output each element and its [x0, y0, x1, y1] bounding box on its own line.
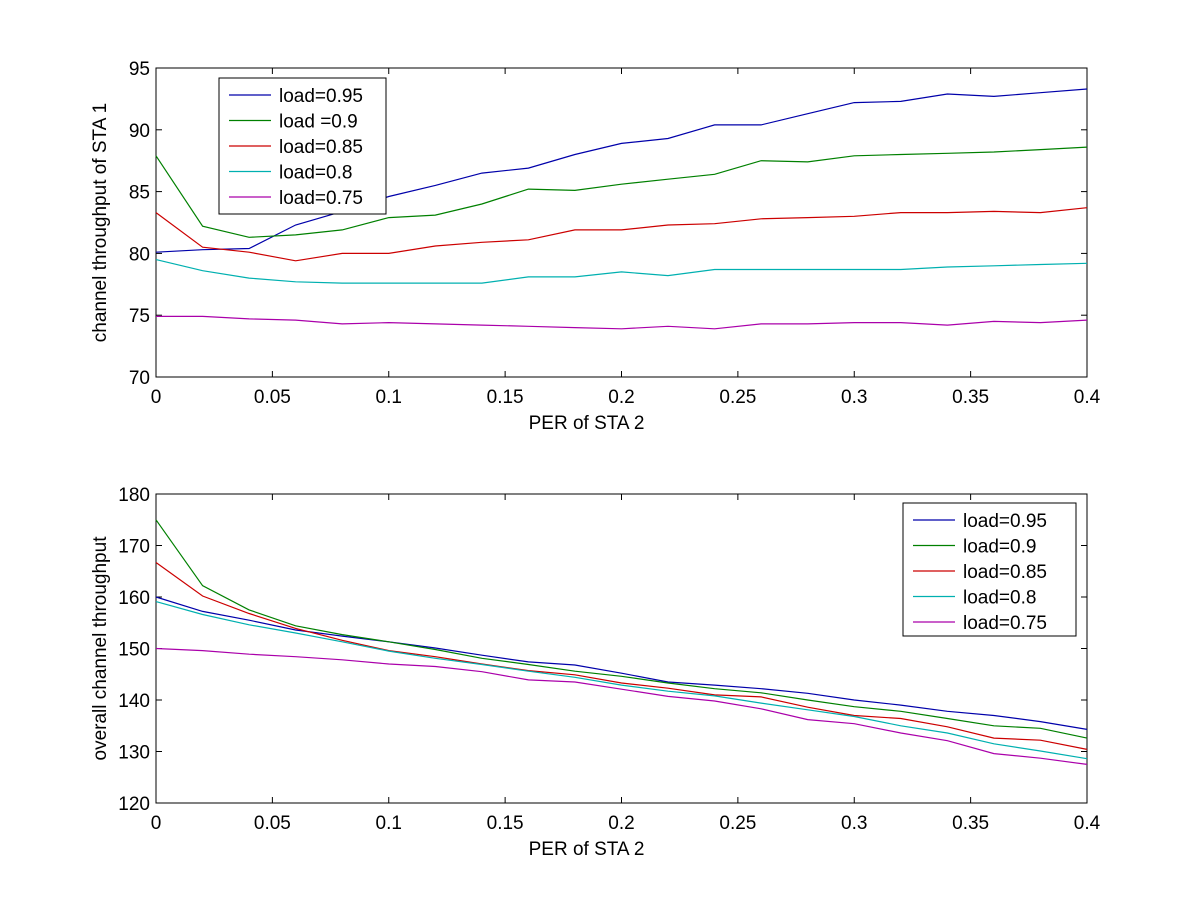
- x-tick-label: 0.2: [608, 813, 634, 834]
- series-line-2: [155, 519, 1088, 739]
- y-tick-label: 170: [118, 537, 150, 558]
- legend-label: load=0.8: [963, 588, 1036, 609]
- legend-box: [902, 502, 1077, 637]
- series-line-2: [155, 146, 1088, 238]
- subplot-1: 0 0.05 0.1 0.15 0.2 0.25 0.3 0.35 0.4 70 75 80 85 90 9…: [90, 59, 1101, 434]
- y-tick-label: 80: [129, 244, 150, 265]
- x-tick-label: 0.25: [719, 387, 756, 408]
- y-tick-label: 140: [118, 691, 150, 712]
- x-tick-label: 0.4: [1074, 813, 1101, 834]
- x-tick-label: 0.2: [608, 387, 634, 408]
- x-tick-label: 0.15: [487, 387, 524, 408]
- x-tick-label: 0: [151, 813, 162, 834]
- x-tick-label: 0.1: [376, 387, 402, 408]
- x-tick-label: 0.3: [841, 387, 867, 408]
- legend-label: load=0.85: [963, 562, 1047, 583]
- legend-label: load=0.75: [963, 613, 1047, 634]
- x-tick-label: 0.25: [719, 813, 756, 834]
- x-tick-label: 0.35: [952, 387, 989, 408]
- series-line-1: [155, 88, 1088, 253]
- y-tick-label: 120: [118, 794, 150, 815]
- x-tick-label: 0: [151, 387, 162, 408]
- y-tick-label: 95: [129, 59, 150, 80]
- legend-label: load=0.9: [963, 537, 1036, 558]
- x-tick-label: 0.05: [254, 387, 291, 408]
- x-tick-label: 0.15: [487, 813, 524, 834]
- series-line-3: [155, 562, 1088, 750]
- series-line-5: [156, 315, 1088, 330]
- legend-label: load=0.8: [279, 163, 352, 184]
- x-axis-title: PER of STA 2: [529, 413, 645, 434]
- legend-label: load=0.75: [279, 188, 363, 209]
- legend-label: load=0.95: [279, 86, 363, 107]
- y-tick-label: 85: [129, 183, 150, 204]
- y-tick-label: 150: [118, 640, 150, 661]
- series-line-5: [155, 647, 1088, 765]
- legend-label: load=0.85: [279, 137, 363, 158]
- y-tick-label: 160: [118, 588, 150, 609]
- x-tick-label: 0.4: [1074, 387, 1101, 408]
- x-tick-label: 0.05: [254, 813, 291, 834]
- legend: load=0.95 load=0.9 load=0.85 load=0.8 load=0…: [902, 502, 1077, 637]
- series-line-4: [155, 601, 1088, 760]
- y-tick-label: 70: [129, 368, 150, 389]
- y-tick-label: 90: [129, 121, 150, 142]
- y-tick-label: 130: [118, 743, 150, 764]
- legend-label: load =0.9: [279, 112, 358, 133]
- legend-label: load=0.95: [963, 511, 1047, 532]
- legend: load=0.95 load =0.9 load=0.85 load=0.8 load=…: [218, 77, 387, 215]
- subplot-2: 0 0.05 0.1 0.15 0.2 0.25 0.3 0.35 0.4 120 130 140 15…: [90, 485, 1101, 860]
- x-axis-title: PER of STA 2: [529, 839, 645, 860]
- y-tick-label: 75: [129, 306, 150, 327]
- series-line-4: [155, 259, 1088, 284]
- series-line-3: [155, 207, 1088, 262]
- x-tick-label: 0.35: [952, 813, 989, 834]
- y-tick-label: 180: [118, 485, 150, 506]
- y-axis-title: overall channel throughput: [90, 536, 111, 761]
- x-tick-label: 0.3: [841, 813, 867, 834]
- y-axis-title: channel throughput of STA 1: [90, 103, 111, 342]
- x-tick-label: 0.1: [376, 813, 402, 834]
